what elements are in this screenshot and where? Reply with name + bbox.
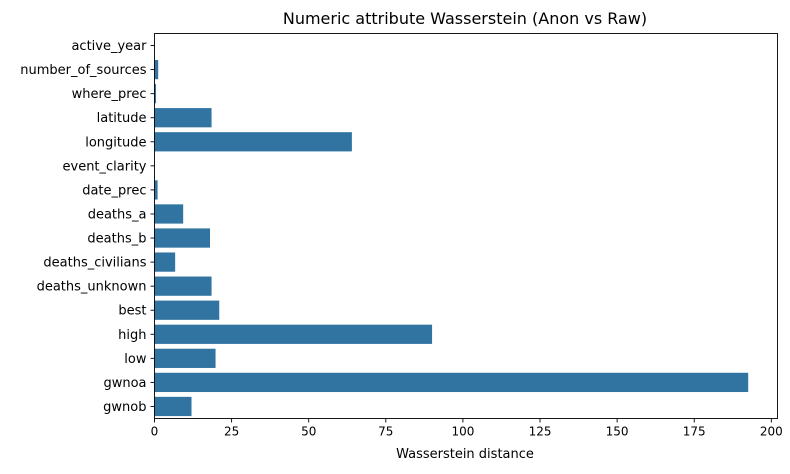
chart-title: Numeric attribute Wasserstein (Anon vs R… (283, 9, 647, 28)
bar-gwnob (154, 396, 192, 417)
y-axis: active_year number_of_sources where_precla… (20, 39, 155, 415)
bar-gwnoa (154, 372, 749, 393)
bar-date-prec (154, 180, 158, 200)
y-tick-label: high (118, 328, 146, 343)
bar-low (154, 348, 216, 368)
bars-layer (154, 59, 749, 417)
plot-frame (154, 33, 778, 419)
y-tick-label: deaths_civilians (43, 256, 146, 271)
y-tick-label: longitude (85, 135, 146, 150)
x-tick-label: 75 (378, 425, 393, 439)
bar-deaths-b (154, 228, 211, 248)
bar-high (154, 324, 433, 344)
y-tick-label: deaths_unknown (37, 280, 147, 295)
y-tick-label: latitude (97, 111, 147, 126)
x-tick-label: 175 (683, 425, 706, 439)
x-tick-label: 100 (451, 425, 474, 439)
bar-number-of-sources (154, 59, 159, 80)
x-tick-label: 25 (224, 425, 239, 439)
bar-longitude (154, 132, 352, 152)
y-tick-label: where_prec (72, 87, 147, 102)
bar-deaths-unknown (154, 276, 212, 296)
y-tick-label: best (118, 304, 146, 319)
y-tick-label: gwnoa (103, 376, 146, 391)
bar-best (154, 300, 220, 320)
bar-latitude (154, 108, 212, 128)
y-tick-label: active_year (71, 39, 147, 54)
bar-where-prec (154, 84, 157, 104)
x-tick-label: 0 (151, 425, 159, 439)
x-axis-label: Wasserstein distance (396, 447, 534, 462)
y-tick-label: date_prec (82, 183, 146, 198)
y-tick-label: deaths_a (88, 207, 147, 222)
y-tick-label: deaths_b (87, 232, 146, 247)
y-tick-label: number_of_sources (20, 63, 146, 78)
y-tick-label: gwnob (103, 400, 146, 415)
y-tick-label: low (124, 352, 147, 367)
y-tick-label: event_clarity (63, 159, 147, 174)
x-tick-label: 150 (606, 425, 629, 439)
x-tick-label: 125 (529, 425, 552, 439)
bar-deaths-civilians (154, 252, 176, 272)
x-tick-label: 50 (301, 425, 316, 439)
x-tick-label: 200 (760, 425, 783, 439)
x-axis: 0 25 50 75 100 125 150 175 200 (151, 418, 783, 439)
bar-deaths-a (154, 204, 184, 224)
